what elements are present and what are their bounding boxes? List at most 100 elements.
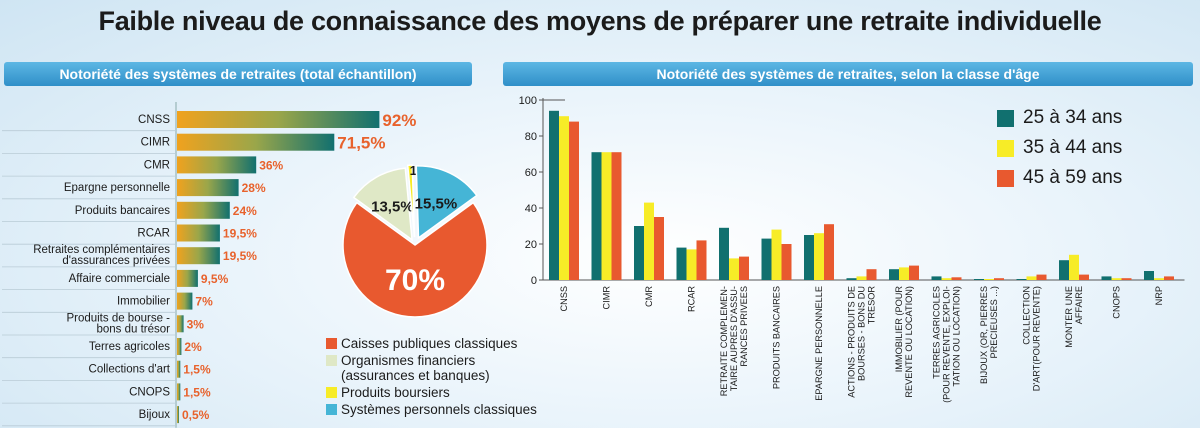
bar bbox=[729, 258, 739, 280]
bar bbox=[941, 278, 952, 280]
bar bbox=[739, 256, 749, 280]
bar bbox=[1016, 279, 1027, 280]
page-title: Faible niveau de connaissance des moyens… bbox=[98, 6, 1102, 36]
x-tick-label: CNOPS bbox=[1112, 286, 1122, 319]
pie-slice bbox=[352, 167, 413, 242]
bar bbox=[719, 227, 729, 280]
legend-label: 45 à 59 ans bbox=[1023, 167, 1123, 188]
x-tick-label: TERRES AGRICOLES(POUR REVENTE, EXPLOI-TA… bbox=[932, 286, 962, 403]
x-tick-label: ACTIONS - PRODUITS DEBOURSES - BONS DUTR… bbox=[847, 286, 877, 398]
y-tick-label: 60 bbox=[525, 167, 537, 179]
bar bbox=[856, 276, 867, 280]
bar bbox=[951, 277, 962, 280]
bar bbox=[909, 265, 919, 280]
hbar-value-label: 1,5% bbox=[183, 385, 211, 399]
hbar-bar bbox=[177, 247, 220, 265]
bar bbox=[696, 240, 707, 280]
legend-label: 35 à 44 ans bbox=[1023, 137, 1123, 158]
legend-label: Produits boursiers bbox=[341, 385, 450, 400]
legend-swatch bbox=[997, 110, 1014, 127]
bar bbox=[686, 249, 697, 280]
legend-swatch bbox=[326, 387, 337, 398]
hbar-value-label: 3% bbox=[187, 317, 205, 331]
pie-slice bbox=[406, 164, 416, 238]
bar bbox=[804, 235, 814, 280]
x-tick-label: RETRAITE COMPLEMEN-TAIRE AUPRES D'ASSU-R… bbox=[719, 286, 749, 396]
hbar-bar bbox=[177, 201, 230, 219]
bar bbox=[1144, 271, 1154, 280]
hbar-bar bbox=[177, 224, 220, 242]
hbar-label: CIMR bbox=[141, 137, 170, 149]
hbar-value-label: 19,5% bbox=[223, 227, 257, 241]
bar bbox=[761, 238, 772, 280]
left-chart-title: Notoriété des systèmes de retraites (tot… bbox=[4, 62, 472, 86]
pie-slice bbox=[342, 201, 488, 318]
hbar-value-label: 0,5% bbox=[182, 408, 210, 422]
pie-slice bbox=[415, 165, 478, 240]
total-sample-bar-chart: CNSS 92% CIMR 71,5% CMR 36% Epargne personnell… bbox=[2, 102, 416, 428]
x-tick-label: BIJOUX (OR, PIERRESPRECIEUSES ...) bbox=[979, 286, 999, 384]
x-tick-label: CNSS bbox=[559, 286, 569, 312]
hbar-label: Produits bancaires bbox=[75, 205, 170, 217]
hbar-label: Collections d'art bbox=[89, 364, 171, 376]
bar bbox=[1111, 278, 1122, 280]
y-tick-label: 0 bbox=[531, 275, 537, 287]
bar bbox=[889, 269, 899, 280]
hbar-value-label: 2% bbox=[184, 340, 202, 354]
bar bbox=[994, 278, 1004, 280]
bar bbox=[676, 247, 687, 280]
bar bbox=[781, 244, 792, 280]
right-chart-title: Notoriété des systèmes de retraites, sel… bbox=[503, 62, 1193, 86]
bar bbox=[931, 276, 942, 280]
legend-swatch bbox=[326, 355, 337, 366]
legend-swatch bbox=[326, 404, 337, 415]
x-tick-label: CMR bbox=[644, 286, 654, 307]
legend-label: Caisses publiques classiques bbox=[341, 336, 518, 351]
hbar-label: Affaire commerciale bbox=[69, 273, 170, 285]
hbar-bar bbox=[177, 292, 193, 310]
bar bbox=[1036, 274, 1047, 280]
hbar-label: RCAR bbox=[137, 228, 170, 240]
legend-label: Organismes financiers (assurances et banq… bbox=[341, 353, 490, 383]
hbar-label: Produits de bourse -bons du trésor bbox=[66, 312, 170, 335]
hbar-bar bbox=[177, 383, 181, 401]
x-tick-label: PRODUITS BANCAIRES bbox=[772, 286, 782, 389]
pie-value-label: 15,5% bbox=[415, 195, 458, 212]
bar bbox=[1079, 274, 1089, 280]
bar bbox=[559, 116, 569, 280]
bar bbox=[1059, 260, 1069, 280]
bar bbox=[601, 152, 612, 280]
legend-swatch bbox=[326, 338, 337, 349]
bar bbox=[814, 233, 824, 280]
bar bbox=[634, 226, 644, 280]
hbar-bar bbox=[177, 133, 335, 151]
bar bbox=[974, 279, 984, 280]
bar bbox=[771, 229, 782, 280]
x-tick-label: RCAR bbox=[687, 286, 697, 312]
hbar-value-label: 71,5% bbox=[337, 134, 385, 153]
hbar-value-label: 28% bbox=[242, 181, 266, 195]
age-class-bar-chart: 0 20 40 60 80 100 CNSS CIMR CMR RCAR RETRAITE COMP… bbox=[519, 95, 1185, 403]
hbar-value-label: 36% bbox=[259, 158, 283, 172]
bar bbox=[824, 224, 834, 280]
x-tick-label: NRP bbox=[1154, 286, 1164, 305]
hbar-label: Epargne personnelle bbox=[64, 182, 170, 194]
y-tick-label: 80 bbox=[525, 131, 537, 143]
x-tick-label: IMMOBILIER (POURREVENTE OU LOCATION) bbox=[894, 286, 914, 398]
y-tick-label: 20 bbox=[525, 239, 537, 251]
pie-chart: 70%13,5%1%15,5% bbox=[342, 163, 488, 318]
hbar-value-label: 19,5% bbox=[223, 249, 257, 263]
bar bbox=[1164, 276, 1174, 280]
hbar-bar bbox=[177, 111, 380, 128]
legend-label: Systèmes personnels classiques bbox=[341, 402, 537, 417]
legend-swatch bbox=[997, 140, 1014, 157]
bar bbox=[866, 269, 877, 280]
bar bbox=[1069, 254, 1079, 280]
hbar-value-label: 24% bbox=[233, 204, 257, 218]
hbar-label: CNOPS bbox=[129, 386, 170, 398]
hbar-bar bbox=[177, 315, 184, 333]
bar bbox=[569, 121, 579, 280]
hbar-bar bbox=[177, 338, 182, 355]
bar bbox=[654, 217, 664, 280]
bar bbox=[1026, 276, 1037, 280]
